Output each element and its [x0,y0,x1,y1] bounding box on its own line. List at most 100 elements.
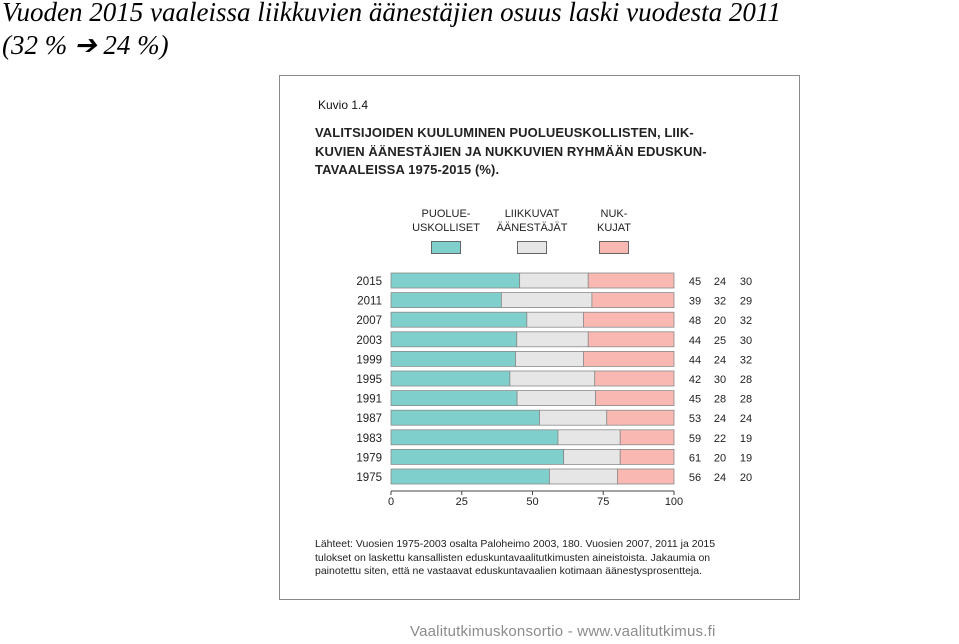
value-label-puolueuskolliset-1979: 61 [689,452,701,464]
bar-puolueuskolliset-1991 [390,390,518,407]
value-label-liikkuvat-2003: 25 [714,335,726,347]
year-label-1983: 1983 [356,433,382,445]
bar-liikkuvat-1995 [509,370,596,387]
bar-liikkuvat-1979 [563,448,621,465]
bar-puolueuskolliset-1987 [390,409,540,426]
value-label-nukkujat-1991: 28 [740,394,752,406]
figure-title-line-2: KUVIEN ÄÄNESTÄJIEN JA NUKKUVIEN RYHMÄÄN … [315,143,707,159]
year-label-1995: 1995 [356,374,382,386]
bar-nukkujat-1999 [583,350,675,367]
value-label-puolueuskolliset-2007: 48 [689,315,701,327]
bar-liikkuvat-2015 [519,272,589,289]
figure-title: VALITSIJOIDEN KUULUMINEN PUOLUEUSKOLLIST… [315,124,780,180]
bar-liikkuvat-1999 [515,350,584,367]
value-label-nukkujat-1975: 20 [740,472,752,484]
bar-puolueuskolliset-2011 [390,292,502,309]
slide-title: Vuoden 2015 vaaleissa liikkuvien äänestä… [2,0,957,62]
bar-nukkujat-1995 [594,370,675,387]
bar-puolueuskolliset-1999 [390,350,516,367]
year-label-1991: 1991 [356,394,382,406]
bar-nukkujat-2007 [583,311,675,328]
value-label-liikkuvat-2011: 32 [714,296,726,308]
bar-liikkuvat-1975 [549,468,618,485]
bar-nukkujat-1979 [619,448,675,465]
x-tick-label-100: 100 [665,496,683,508]
figure-sources: Lähteet: Vuosien 1975-2003 osalta Palohe… [315,538,785,579]
value-label-puolueuskolliset-1975: 56 [689,472,701,484]
value-label-puolueuskolliset-1999: 44 [689,354,701,366]
year-label-1987: 1987 [356,413,382,425]
value-label-liikkuvat-1999: 24 [714,354,726,366]
value-label-puolueuskolliset-1991: 45 [689,394,701,406]
year-label-2011: 2011 [357,296,382,308]
legend-label-liikkuvat: LIIKKUVAT ÄÄNESTÄJÄT [496,208,568,234]
bar-nukkujat-2015 [587,272,675,289]
bar-liikkuvat-1987 [539,409,608,426]
value-label-puolueuskolliset-2011: 39 [689,296,701,308]
bar-puolueuskolliset-2015 [390,272,521,289]
value-label-nukkujat-2007: 32 [740,315,752,327]
year-label-2007: 2007 [356,315,382,327]
bar-liikkuvat-1983 [557,429,621,446]
x-tick-label-50: 50 [526,496,538,508]
year-label-1975: 1975 [356,472,382,484]
x-tick-label-25: 25 [456,496,468,508]
value-label-liikkuvat-1983: 22 [714,433,726,445]
footer-credit: Vaalitutkimuskonsortio - www.vaalitutkim… [410,623,716,640]
value-label-liikkuvat-1995: 30 [714,374,726,386]
value-label-puolueuskolliset-2015: 45 [689,276,701,288]
legend-swatch-nukkujat [599,241,629,254]
figure-title-line-1: VALITSIJOIDEN KUULUMINEN PUOLUEUSKOLLIST… [315,125,694,140]
value-label-nukkujat-1987: 24 [740,413,752,425]
bar-liikkuvat-2003 [516,331,589,348]
bar-liikkuvat-2011 [500,292,593,309]
slide-title-line-1: Vuoden 2015 vaaleissa liikkuvien äänestä… [2,0,781,27]
value-label-liikkuvat-2015: 24 [714,276,726,288]
value-label-liikkuvat-1987: 24 [714,413,726,425]
bar-puolueuskolliset-1995 [390,370,511,387]
bar-liikkuvat-1991 [516,390,596,407]
bar-puolueuskolliset-1983 [390,429,559,446]
bar-puolueuskolliset-1975 [390,468,550,485]
figure-label: Kuvio 1.4 [318,98,369,112]
legend-item-nukkujat: NUK- KUJAT [585,207,643,254]
value-label-puolueuskolliset-2003: 44 [689,335,701,347]
bar-nukkujat-1991 [595,390,675,407]
value-label-nukkujat-1999: 32 [740,354,752,366]
sources-line-2: tulokset on laskettu kansallisten edusku… [315,551,711,564]
stacked-bar-chart: 45 24 30 2015 39 32 29 2011 48 20 32 2007 44 25 30 2003… [356,272,752,508]
value-label-puolueuskolliset-1987: 53 [689,413,701,425]
sources-line-3: painotettu siten, että ne vastaavat edus… [315,565,703,577]
value-label-puolueuskolliset-1995: 42 [689,374,701,386]
bar-nukkujat-2011 [591,292,675,309]
figure-panel: Kuvio 1.4 VALITSIJOIDEN KUULUMINEN PUOLU… [279,75,800,600]
legend-label-puolueuskolliset: PUOLUE- USKOLLISET [412,208,480,234]
bar-puolueuskolliset-2007 [390,311,528,328]
slide-title-line-2: (32 % ➔ 24 %) [2,30,169,60]
value-label-liikkuvat-2007: 20 [714,315,726,327]
year-label-2003: 2003 [356,335,382,347]
bar-nukkujat-1983 [619,429,675,446]
value-label-liikkuvat-1979: 20 [714,452,726,464]
legend-swatch-puolueuskolliset [431,241,461,254]
value-label-nukkujat-1983: 19 [740,433,752,445]
value-label-nukkujat-2015: 30 [740,276,752,288]
year-label-2015: 2015 [356,276,382,288]
bar-puolueuskolliset-1979 [390,448,565,465]
bar-puolueuskolliset-2003 [390,331,518,348]
legend-item-puolueuskolliset: PUOLUE- USKOLLISET [406,207,486,254]
bar-nukkujat-1987 [606,409,675,426]
value-label-nukkujat-1995: 28 [740,374,752,386]
legend-label-nukkujat: NUK- KUJAT [596,208,632,234]
value-label-nukkujat-1979: 19 [740,452,752,464]
value-label-nukkujat-2011: 29 [740,296,752,308]
value-label-liikkuvat-1975: 24 [714,472,726,484]
x-tick-label-75: 75 [597,496,609,508]
sources-line-1: Lähteet: Vuosien 1975-2003 osalta Palohe… [315,538,716,550]
value-label-puolueuskolliset-1983: 59 [689,433,701,445]
bar-liikkuvat-2007 [526,311,584,328]
figure-title-line-3: TAVAALEISSA 1975-2015 (%). [315,162,500,177]
year-label-1999: 1999 [356,354,382,366]
value-label-nukkujat-2003: 30 [740,335,752,347]
value-label-liikkuvat-1991: 28 [714,394,726,406]
